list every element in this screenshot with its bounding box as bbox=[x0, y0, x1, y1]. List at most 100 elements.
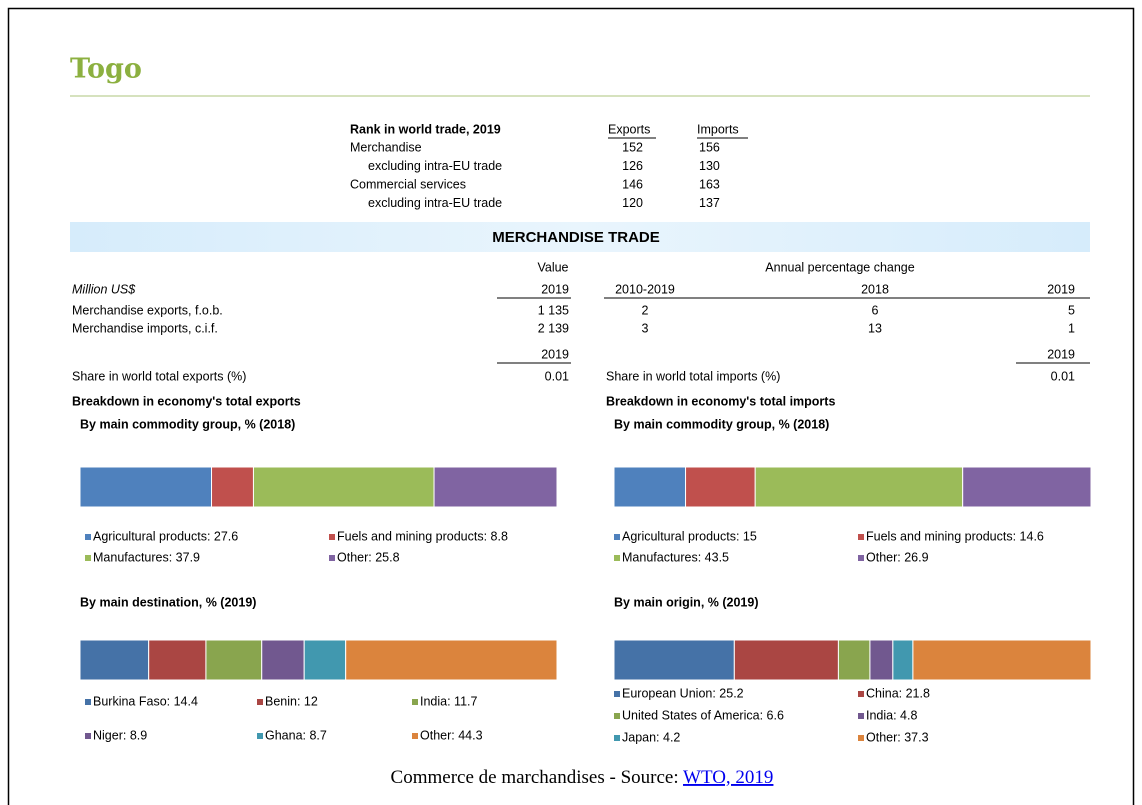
caption: Commerce de marchandises - Source: WTO, … bbox=[391, 767, 774, 788]
bar-segment bbox=[613, 466, 687, 508]
legend-label: Manufactures: 37.9 bbox=[93, 550, 200, 564]
legend-swatch bbox=[858, 735, 864, 741]
bar-segment bbox=[148, 639, 207, 681]
legend-label: Other: 44.3 bbox=[420, 728, 483, 742]
rank-title: Rank in world trade, 2019 bbox=[350, 122, 501, 136]
legend-swatch bbox=[858, 691, 864, 697]
share-year: 2019 bbox=[541, 347, 569, 361]
bar-segment bbox=[79, 639, 150, 681]
legend-swatch bbox=[614, 534, 620, 540]
cell: 1 135 bbox=[538, 303, 569, 317]
legend-swatch bbox=[858, 555, 864, 561]
rank-value: 163 bbox=[699, 177, 720, 191]
unit: Million US$ bbox=[72, 282, 136, 296]
cell: 2 bbox=[642, 303, 649, 317]
cell: 5 bbox=[1068, 303, 1075, 317]
row-label: Merchandise exports, f.o.b. bbox=[72, 303, 223, 317]
column-header: 2019 bbox=[541, 282, 569, 296]
legend-label: Benin: 12 bbox=[265, 694, 318, 708]
legend-swatch bbox=[85, 699, 91, 705]
legend-swatch bbox=[614, 691, 620, 697]
bar-segment bbox=[433, 466, 558, 508]
legend-label: Other: 25.8 bbox=[337, 550, 400, 564]
legend-label: Japan: 4.2 bbox=[622, 730, 680, 744]
rank-value: 130 bbox=[699, 159, 720, 173]
bar-segment bbox=[685, 466, 756, 508]
bar-segment bbox=[345, 639, 558, 681]
chart-title: By main commodity group, % (2018) bbox=[614, 417, 829, 431]
legend-label: Other: 37.3 bbox=[866, 730, 929, 744]
bar-segment bbox=[892, 639, 914, 681]
rank-label: excluding intra-EU trade bbox=[368, 159, 502, 173]
legend-label: Agricultural products: 15 bbox=[622, 529, 757, 543]
section-title: MERCHANDISE TRADE bbox=[492, 229, 660, 246]
legend-swatch bbox=[614, 735, 620, 741]
bar-segment bbox=[205, 639, 263, 681]
change-header: Annual percentage change bbox=[765, 260, 914, 274]
bar-segment bbox=[962, 466, 1092, 508]
legend-label: Manufactures: 43.5 bbox=[622, 550, 729, 564]
chart-title: By main destination, % (2019) bbox=[80, 595, 256, 609]
column-header: 2010-2019 bbox=[615, 282, 675, 296]
legend-swatch bbox=[329, 534, 335, 540]
legend-swatch bbox=[614, 555, 620, 561]
bar-segment bbox=[754, 466, 964, 508]
share-label: Share in world total imports (%) bbox=[606, 369, 780, 383]
column-header: 2019 bbox=[1047, 282, 1075, 296]
section-band bbox=[70, 222, 1090, 252]
chart-title: By main origin, % (2019) bbox=[614, 595, 758, 609]
legend-label: Fuels and mining products: 8.8 bbox=[337, 529, 508, 543]
chart-title: By main commodity group, % (2018) bbox=[80, 417, 295, 431]
bar-segment bbox=[252, 466, 435, 508]
legend-swatch bbox=[412, 699, 418, 705]
bar-segment bbox=[79, 466, 213, 508]
column-header: 2018 bbox=[861, 282, 889, 296]
legend-label: Other: 26.9 bbox=[866, 550, 929, 564]
share-value: 0.01 bbox=[545, 369, 569, 383]
legend-swatch bbox=[85, 555, 91, 561]
row-label: Merchandise imports, c.i.f. bbox=[72, 321, 218, 335]
rank-value: 146 bbox=[622, 177, 643, 191]
legend-label: European Union: 25.2 bbox=[622, 686, 744, 700]
share-value: 0.01 bbox=[1051, 369, 1075, 383]
frame bbox=[7, 7, 1135, 805]
breakdown-title: Breakdown in economy's total imports bbox=[606, 394, 835, 408]
bar-segment bbox=[912, 639, 1092, 681]
share-year: 2019 bbox=[1047, 347, 1075, 361]
legend-label: China: 21.8 bbox=[866, 686, 930, 700]
legend-swatch bbox=[412, 733, 418, 739]
legend-swatch bbox=[257, 733, 263, 739]
cell: 13 bbox=[868, 321, 882, 335]
bar-segment bbox=[613, 639, 735, 681]
legend-label: Niger: 8.9 bbox=[93, 728, 147, 742]
bar-segment bbox=[869, 639, 894, 681]
legend-swatch bbox=[85, 733, 91, 739]
cell: 3 bbox=[642, 321, 649, 335]
legend-label: India: 11.7 bbox=[420, 694, 478, 708]
legend-swatch bbox=[85, 534, 91, 540]
rank-col: Exports bbox=[608, 122, 650, 136]
rank-value: 137 bbox=[699, 196, 720, 210]
rank-col: Imports bbox=[697, 122, 739, 136]
bar-segment bbox=[837, 639, 871, 681]
legend-swatch bbox=[257, 699, 263, 705]
legend-label: United States of America: 6.6 bbox=[622, 708, 784, 722]
rank-value: 126 bbox=[622, 159, 643, 173]
bar-segment bbox=[303, 639, 347, 681]
bar-segment bbox=[261, 639, 305, 681]
value-header: Value bbox=[537, 260, 568, 274]
source-link[interactable]: WTO, 2019 bbox=[683, 767, 773, 788]
rank-label: Merchandise bbox=[350, 140, 422, 154]
rank-label: excluding intra-EU trade bbox=[368, 196, 502, 210]
rank-value: 120 bbox=[622, 196, 643, 210]
bar-segment bbox=[211, 466, 254, 508]
legend-swatch bbox=[329, 555, 335, 561]
legend-label: Ghana: 8.7 bbox=[265, 728, 327, 742]
legend-label: Agricultural products: 27.6 bbox=[93, 529, 238, 543]
cell: 1 bbox=[1068, 321, 1075, 335]
share-label: Share in world total exports (%) bbox=[72, 369, 246, 383]
legend-label: Fuels and mining products: 14.6 bbox=[866, 529, 1044, 543]
caption-text: Commerce de marchandises - Source: bbox=[391, 767, 683, 788]
rank-value: 152 bbox=[622, 140, 643, 154]
